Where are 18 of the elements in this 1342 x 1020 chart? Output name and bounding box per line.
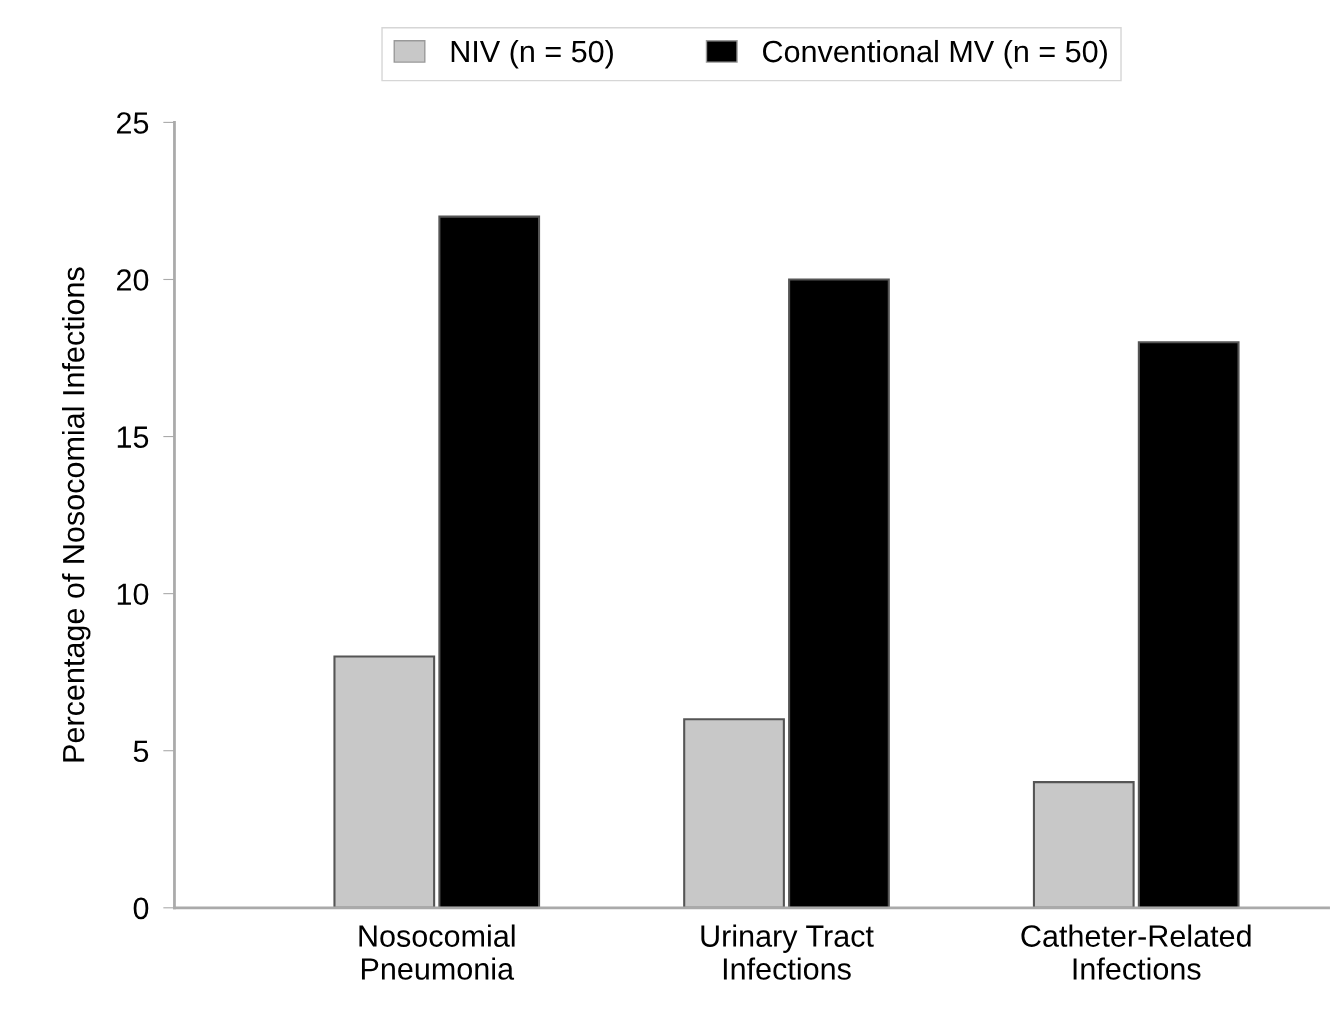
- y-tick-label: 20: [117, 269, 149, 291]
- bar: [788, 278, 890, 908]
- bar: [1032, 781, 1135, 908]
- y-tick-label: 25: [117, 112, 149, 134]
- y-tick-label: 0: [133, 897, 149, 920]
- y-axis-title: Percentage of Nosocomial Infections: [61, 267, 91, 762]
- bar: [683, 718, 785, 908]
- x-tick-label: Catheter-Related Infections: [1021, 924, 1251, 980]
- x-tick-label: Urinary Tract Infections: [701, 924, 874, 980]
- y-tick-label: 15: [117, 426, 149, 448]
- legend-label: Conventional MV (n = 50): [763, 39, 1107, 69]
- y-tick-label: 10: [117, 583, 149, 606]
- bar: [1137, 341, 1240, 908]
- bar: [333, 655, 436, 908]
- x-tick-label: Nosocomial Pneumonia: [359, 924, 515, 980]
- legend-label: NIV (n = 50): [451, 39, 613, 69]
- y-tick-label: 5: [133, 740, 149, 763]
- bar: [438, 215, 541, 908]
